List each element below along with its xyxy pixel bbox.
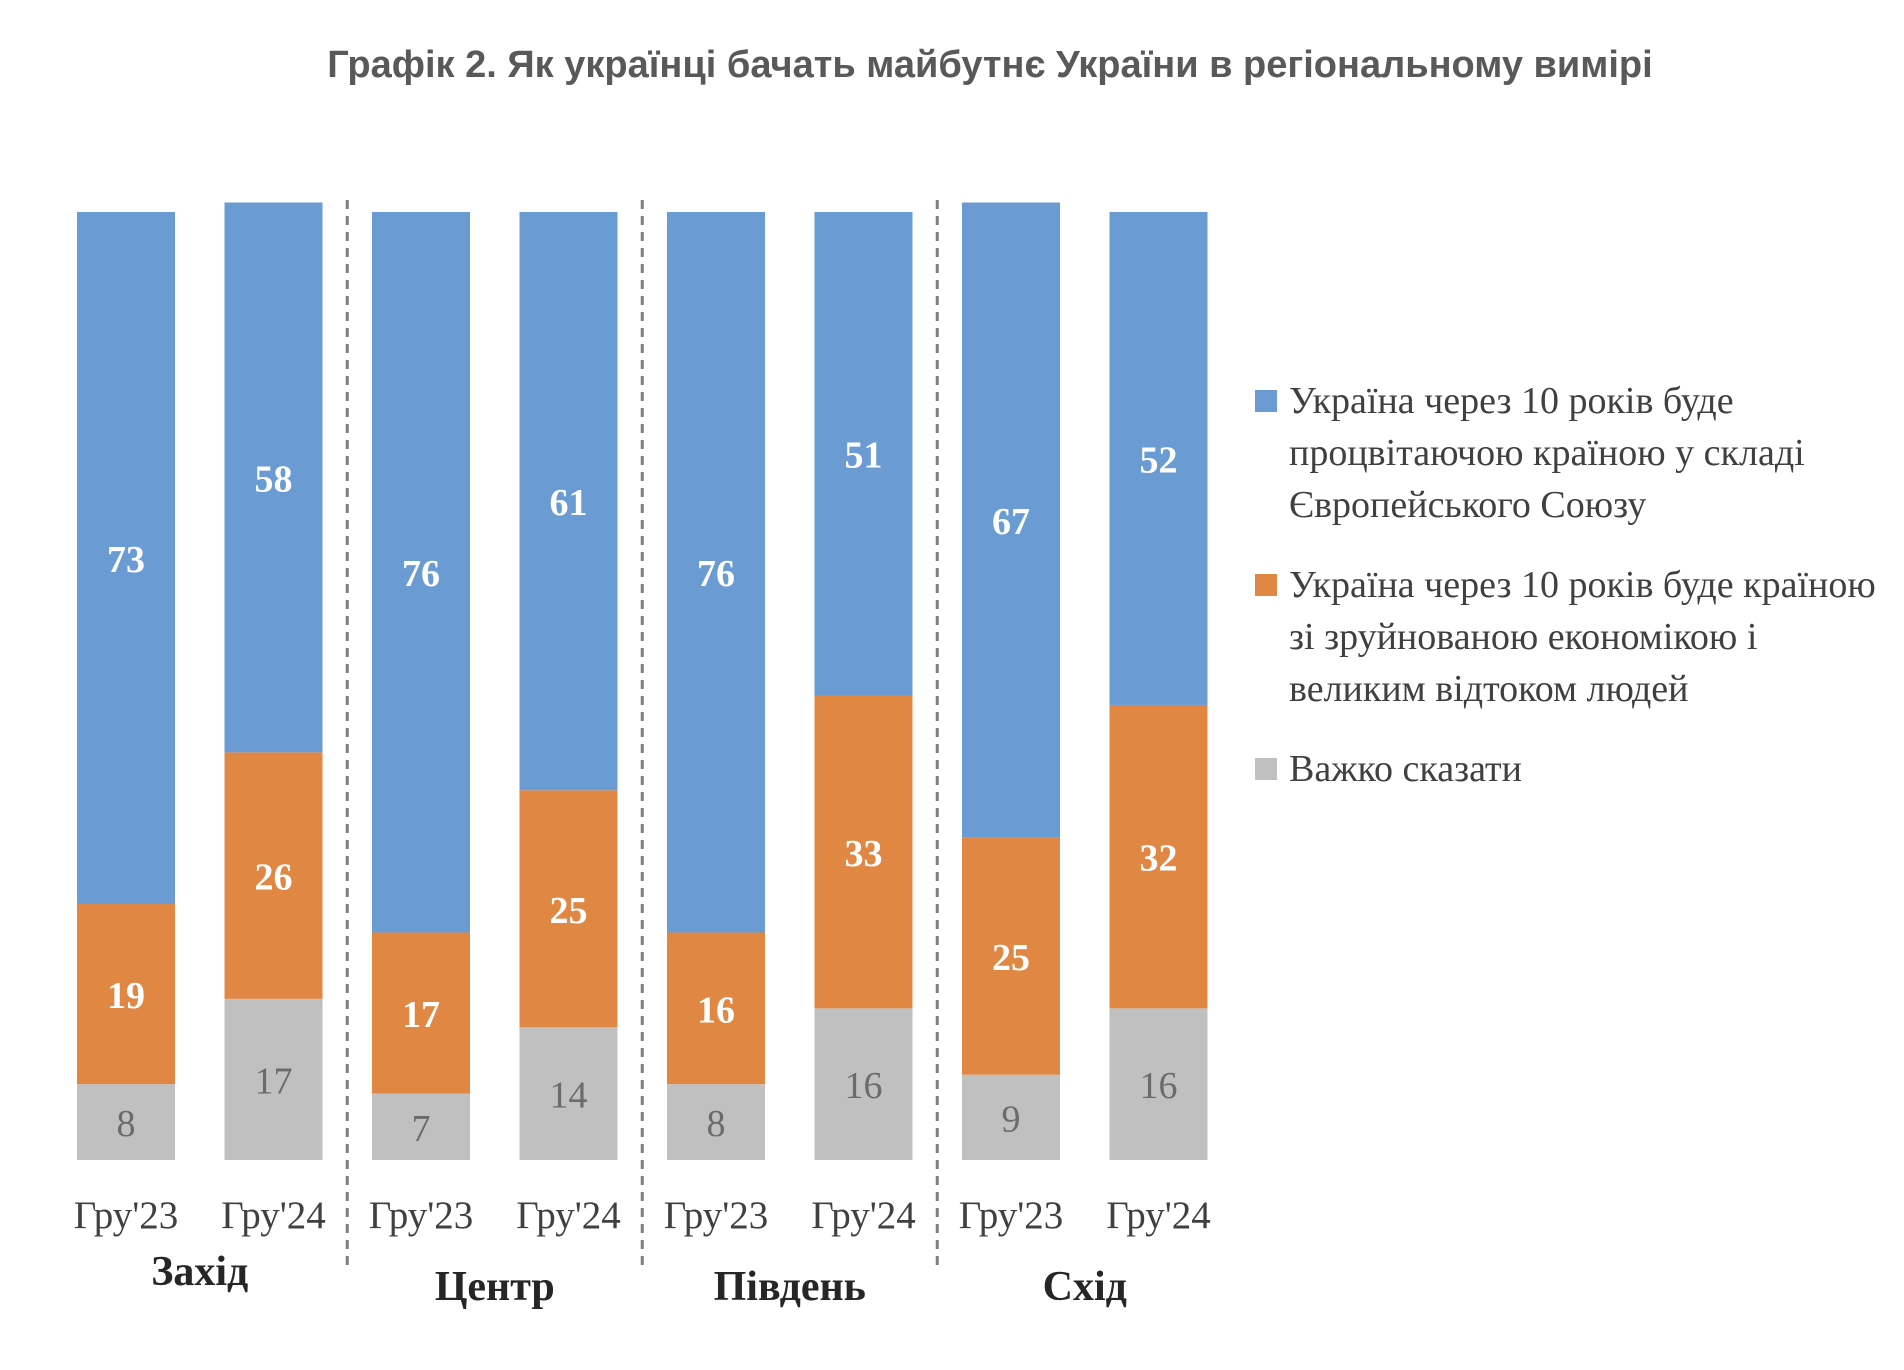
chart-legend: Україна через 10 років буде процвітаючою… [1255, 375, 1895, 823]
data-label-ruined: 17 [402, 994, 440, 1036]
data-label-hard-to-say: 8 [117, 1103, 136, 1145]
bar-segment-ruined [372, 932, 470, 1094]
data-label-ruined: 25 [550, 890, 588, 932]
bar-segment-hard-to-say [1109, 1008, 1208, 1160]
legend-swatch-hard-to-say [1255, 758, 1277, 780]
bar-segment-prosperous [372, 212, 470, 933]
data-label-hard-to-say: 8 [707, 1103, 726, 1145]
x-tick-label: Гру'23 [664, 1194, 769, 1237]
legend-label-ruined: Україна через 10 років буде країною зі з… [1289, 564, 1876, 710]
x-tick-label: Гру'24 [516, 1194, 621, 1237]
data-label-hard-to-say: 9 [1002, 1098, 1021, 1140]
legend-swatch-ruined [1255, 574, 1277, 596]
bar-segment-prosperous [814, 212, 913, 696]
legend-item-hard-to-say: Важко сказати [1255, 743, 1895, 795]
group-label: Центр [435, 1264, 555, 1310]
bar-segment-ruined [814, 695, 913, 1009]
chart-title: Графік 2. Як українці бачать майбутнє Ук… [327, 44, 1653, 86]
data-label-prosperous: 76 [697, 553, 735, 595]
legend-label-hard-to-say: Важко сказати [1289, 748, 1522, 790]
x-tick-label: Гру'23 [959, 1194, 1064, 1237]
bar-segment-hard-to-say [77, 1084, 175, 1160]
x-tick-label: Гру'24 [221, 1194, 326, 1237]
data-label-hard-to-say: 16 [845, 1065, 883, 1107]
bar-segment-prosperous [224, 202, 323, 753]
data-label-prosperous: 73 [107, 539, 145, 581]
data-label-ruined: 25 [992, 937, 1030, 979]
bar-segment-prosperous [77, 212, 175, 905]
bar-segment-ruined [962, 837, 1060, 1075]
legend-item-prosperous: Україна через 10 років буде процвітаючою… [1255, 375, 1895, 531]
group-label: Південь [714, 1264, 866, 1310]
data-label-hard-to-say: 7 [412, 1108, 431, 1150]
x-tick-label: Гру'24 [811, 1194, 916, 1237]
group-label: Схід [1043, 1264, 1127, 1310]
bar-segment-hard-to-say [224, 998, 323, 1160]
bar-segment-prosperous [962, 202, 1060, 838]
legend-swatch-prosperous [1255, 390, 1277, 412]
data-label-prosperous: 61 [550, 482, 588, 524]
bar-segment-hard-to-say [519, 1027, 618, 1160]
bar-segment-hard-to-say [814, 1008, 913, 1160]
bar-segment-ruined [1109, 704, 1208, 1009]
bar-segment-ruined [667, 932, 765, 1085]
data-label-prosperous: 76 [402, 553, 440, 595]
data-label-hard-to-say: 14 [550, 1075, 588, 1117]
bar-segment-hard-to-say [667, 1084, 765, 1160]
x-tick-label: Гру'23 [74, 1194, 179, 1237]
x-tick-label: Гру'23 [369, 1194, 474, 1237]
legend-label-prosperous: Україна через 10 років буде процвітаючою… [1289, 380, 1805, 526]
bar-segment-prosperous [667, 212, 765, 933]
data-label-ruined: 26 [255, 857, 293, 899]
bar-segment-prosperous [1109, 212, 1208, 705]
data-label-hard-to-say: 17 [255, 1060, 293, 1102]
bar-segment-ruined [519, 790, 618, 1028]
data-label-prosperous: 52 [1140, 439, 1178, 481]
data-label-ruined: 33 [845, 833, 883, 875]
bar-segment-ruined [224, 752, 323, 999]
bar-segment-hard-to-say [962, 1074, 1060, 1160]
data-label-prosperous: 58 [255, 458, 293, 500]
x-tick-label: Гру'24 [1106, 1194, 1211, 1237]
data-label-hard-to-say: 16 [1140, 1065, 1178, 1107]
bar-segment-hard-to-say [372, 1093, 470, 1160]
data-label-ruined: 19 [107, 975, 145, 1017]
group-label: Захід [151, 1249, 248, 1295]
data-label-ruined: 32 [1140, 838, 1178, 880]
data-label-prosperous: 67 [992, 501, 1030, 543]
bar-segment-prosperous [519, 212, 618, 791]
legend-item-ruined: Україна через 10 років буде країною зі з… [1255, 559, 1895, 715]
data-label-ruined: 16 [697, 989, 735, 1031]
bar-segment-ruined [77, 904, 175, 1085]
data-label-prosperous: 51 [845, 435, 883, 477]
